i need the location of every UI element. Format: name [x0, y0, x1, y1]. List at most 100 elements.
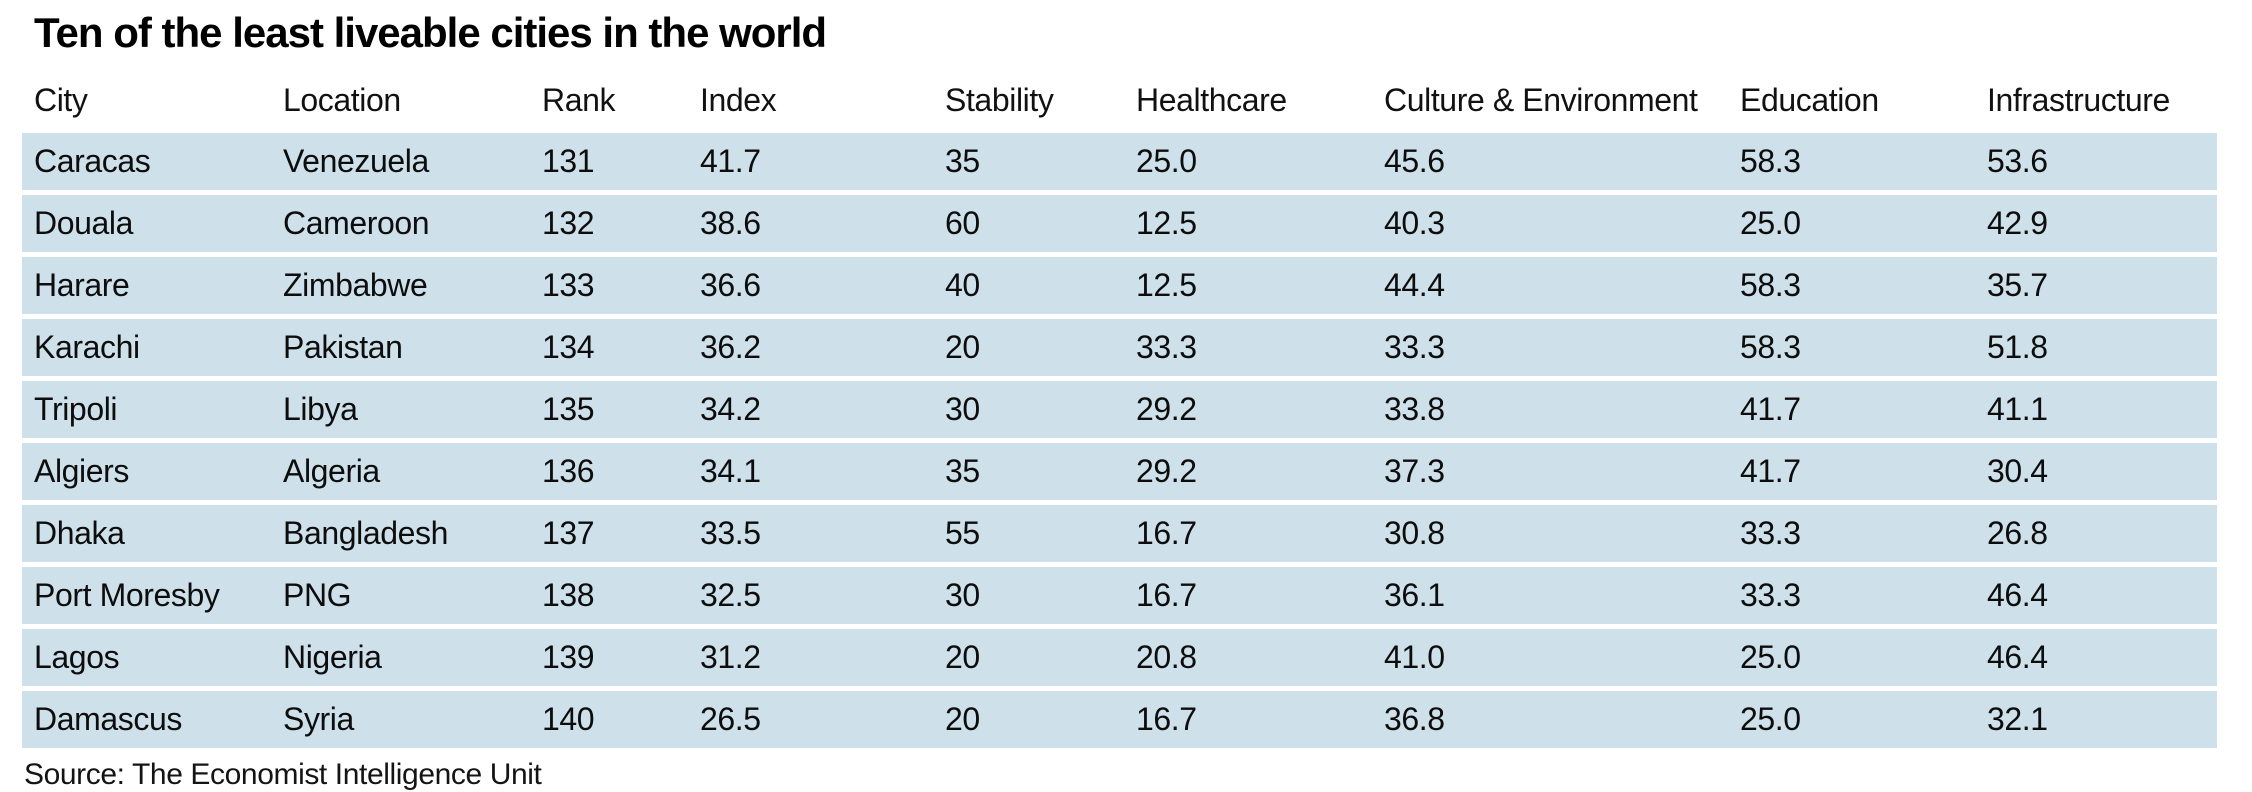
cell-rank: 139: [542, 639, 595, 676]
cell-healthcare: 29.2: [1136, 453, 1197, 490]
column-header-rank: Rank: [542, 82, 616, 119]
column-header-education: Education: [1740, 82, 1879, 119]
column-header-infrastructure: Infrastructure: [1987, 82, 2170, 119]
table-row: Karachi Pakistan 134 36.2 20 33.3 33.3 58.3 51.8: [22, 319, 2217, 377]
cell-location: Syria: [283, 701, 354, 738]
column-header-city: City: [34, 82, 88, 119]
cell-stability: 55: [945, 515, 980, 552]
cell-culture-environment: 36.1: [1384, 577, 1445, 614]
cell-infrastructure: 35.7: [1987, 267, 2048, 304]
cell-education: 58.3: [1740, 329, 1801, 366]
cell-rank: 134: [542, 329, 595, 366]
cell-rank: 138: [542, 577, 595, 614]
cell-stability: 30: [945, 577, 980, 614]
cell-index: 36.6: [700, 267, 761, 304]
table-body: Caracas Venezuela 131 41.7 35 25.0 45.6 58.3 53.…: [0, 133, 2252, 749]
cell-education: 25.0: [1740, 701, 1801, 738]
page-title: Ten of the least liveable cities in the …: [34, 9, 827, 56]
cell-city: Harare: [34, 267, 130, 304]
cell-infrastructure: 51.8: [1987, 329, 2048, 366]
cell-stability: 20: [945, 329, 980, 366]
table-row: Algiers Algeria 136 34.1 35 29.2 37.3 41.7 30.4: [22, 443, 2217, 501]
cell-city: Tripoli: [34, 391, 118, 428]
cell-stability: 35: [945, 453, 980, 490]
cell-city: Dhaka: [34, 515, 125, 552]
column-header-stability: Stability: [945, 82, 1054, 119]
cell-healthcare: 12.5: [1136, 205, 1197, 242]
cell-city: Algiers: [34, 453, 130, 490]
cell-healthcare: 25.0: [1136, 143, 1197, 180]
column-header-location: Location: [283, 82, 401, 119]
cell-city: Caracas: [34, 143, 151, 180]
cell-healthcare: 16.7: [1136, 515, 1197, 552]
cell-infrastructure: 42.9: [1987, 205, 2048, 242]
cell-infrastructure: 32.1: [1987, 701, 2048, 738]
cell-culture-environment: 30.8: [1384, 515, 1445, 552]
cell-infrastructure: 26.8: [1987, 515, 2048, 552]
cell-index: 31.2: [700, 639, 761, 676]
cell-healthcare: 16.7: [1136, 577, 1197, 614]
cell-infrastructure: 46.4: [1987, 639, 2048, 676]
cell-education: 41.7: [1740, 391, 1801, 428]
cell-culture-environment: 40.3: [1384, 205, 1445, 242]
cell-city: Douala: [34, 205, 134, 242]
cell-city: Karachi: [34, 329, 140, 366]
column-header-index: Index: [700, 82, 777, 119]
cell-culture-environment: 37.3: [1384, 453, 1445, 490]
cell-city: Damascus: [34, 701, 182, 738]
cell-index: 36.2: [700, 329, 761, 366]
cell-index: 34.1: [700, 453, 761, 490]
cell-location: PNG: [283, 577, 352, 614]
cell-infrastructure: 41.1: [1987, 391, 2048, 428]
cell-culture-environment: 41.0: [1384, 639, 1445, 676]
table-row: Dhaka Bangladesh 137 33.5 55 16.7 30.8 33.3 26.8: [22, 505, 2217, 563]
cell-index: 33.5: [700, 515, 761, 552]
cell-index: 38.6: [700, 205, 761, 242]
cell-culture-environment: 36.8: [1384, 701, 1445, 738]
cell-education: 25.0: [1740, 639, 1801, 676]
table-header-row: City Location Rank Index Stability Healthcare…: [22, 70, 2217, 133]
cell-rank: 132: [542, 205, 595, 242]
cell-location: Bangladesh: [283, 515, 449, 552]
cell-stability: 40: [945, 267, 980, 304]
cell-index: 26.5: [700, 701, 761, 738]
cell-stability: 30: [945, 391, 980, 428]
cell-infrastructure: 53.6: [1987, 143, 2048, 180]
cell-stability: 20: [945, 701, 980, 738]
table-row: Caracas Venezuela 131 41.7 35 25.0 45.6 58.3 53.…: [22, 133, 2217, 191]
cell-healthcare: 16.7: [1136, 701, 1197, 738]
cell-location: Libya: [283, 391, 358, 428]
cell-education: 41.7: [1740, 453, 1801, 490]
table-row: Douala Cameroon 132 38.6 60 12.5 40.3 25.0 42.9: [22, 195, 2217, 253]
cell-education: 25.0: [1740, 205, 1801, 242]
cell-culture-environment: 33.3: [1384, 329, 1445, 366]
column-header-healthcare: Healthcare: [1136, 82, 1287, 119]
cell-culture-environment: 44.4: [1384, 267, 1445, 304]
cell-rank: 140: [542, 701, 595, 738]
cell-index: 32.5: [700, 577, 761, 614]
cell-rank: 133: [542, 267, 595, 304]
cell-education: 58.3: [1740, 143, 1801, 180]
table-row: Port Moresby PNG 138 32.5 30 16.7 36.1 33.3 46.4: [22, 567, 2217, 625]
cell-stability: 60: [945, 205, 980, 242]
table-row: Tripoli Libya 135 34.2 30 29.2 33.8 41.7 41.1: [22, 381, 2217, 439]
cell-rank: 131: [542, 143, 595, 180]
cell-healthcare: 12.5: [1136, 267, 1197, 304]
cell-rank: 135: [542, 391, 595, 428]
cell-healthcare: 20.8: [1136, 639, 1197, 676]
cell-city: Port Moresby: [34, 577, 220, 614]
cell-rank: 137: [542, 515, 595, 552]
cell-location: Cameroon: [283, 205, 430, 242]
cell-city: Lagos: [34, 639, 120, 676]
cell-healthcare: 29.2: [1136, 391, 1197, 428]
cell-location: Nigeria: [283, 639, 382, 676]
cell-culture-environment: 45.6: [1384, 143, 1445, 180]
table-row: Lagos Nigeria 139 31.2 20 20.8 41.0 25.0 46.4: [22, 629, 2217, 687]
cell-education: 33.3: [1740, 515, 1801, 552]
cell-index: 34.2: [700, 391, 761, 428]
cell-location: Zimbabwe: [283, 267, 428, 304]
cell-location: Algeria: [283, 453, 380, 490]
cell-rank: 136: [542, 453, 595, 490]
cell-education: 58.3: [1740, 267, 1801, 304]
